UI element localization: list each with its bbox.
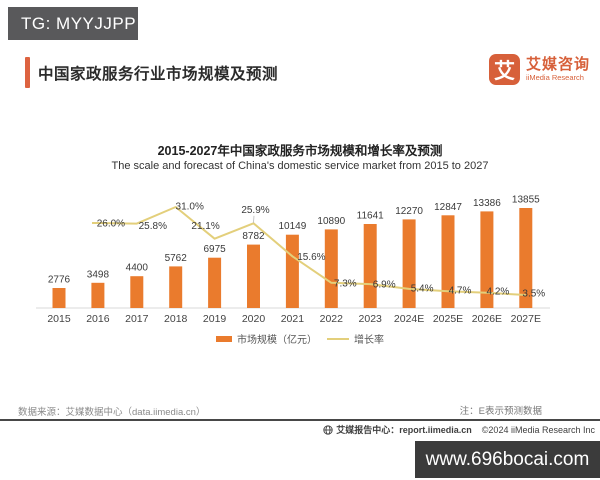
- x-tick-2019: 2019: [203, 313, 227, 325]
- bar-value-label-2022: 10890: [317, 216, 345, 227]
- telegram-watermark-badge: TG: MYYJJPP: [8, 7, 138, 40]
- growth-rate-label-2023: 6.9%: [373, 280, 396, 291]
- bar-value-label-2021: 10149: [278, 221, 306, 232]
- chart-title: 2015-2027年中国家政服务市场规模和增长率及预测: [157, 144, 443, 158]
- x-tick-2018: 2018: [164, 313, 188, 325]
- bar-2016: [91, 282, 105, 308]
- bar-2024E: [402, 219, 416, 308]
- bar-value-label-2015: 2776: [48, 275, 71, 286]
- label-leader-line: [253, 215, 255, 223]
- x-tick-2017: 2017: [125, 313, 149, 325]
- growth-rate-label-2019: 21.1%: [191, 221, 219, 232]
- bar-series-swatch: [216, 335, 232, 342]
- x-tick-2016: 2016: [86, 313, 110, 325]
- bar-value-label-2026E: 13386: [473, 198, 501, 209]
- bar-value-label-2025E: 12847: [434, 202, 462, 213]
- growth-rate-label-2027E: 3.5%: [522, 289, 545, 300]
- legend-label-growth-rate: 增长率: [354, 335, 384, 346]
- x-tick-2022: 2022: [320, 313, 344, 325]
- bar-value-label-2020: 8782: [242, 231, 265, 242]
- iimedia-logo: 艾 艾媒咨询 iiMedia Research: [488, 54, 590, 85]
- bar-2017: [130, 276, 144, 308]
- x-tick-2024E: 2024E: [394, 313, 424, 325]
- x-tick-2026E: 2026E: [472, 313, 502, 325]
- footer-divider: [0, 419, 600, 421]
- legend-item-market-scale: 市场规模（亿元）: [216, 331, 317, 346]
- brand-name-en: iiMedia Research: [525, 72, 584, 82]
- globe-icon: [323, 424, 333, 435]
- growth-rate-label-2022: 7.3%: [334, 278, 357, 289]
- bar-2015: [52, 288, 66, 308]
- bar-2021: [285, 234, 299, 308]
- forecast-note: 注：E表示预测数据: [459, 406, 542, 417]
- bar-value-label-2017: 4400: [126, 263, 149, 274]
- footer-report-line: 艾媒报告中心：report.iimedia.cn ©2024 iiMedia R…: [323, 423, 595, 436]
- growth-rate-line: [92, 206, 526, 296]
- line-series-swatch: [327, 337, 349, 340]
- copyright-text: ©2024 iiMedia Research Inc: [481, 424, 595, 435]
- growth-rate-label-2026E: 4.2%: [487, 286, 510, 297]
- x-tick-2023: 2023: [359, 313, 383, 325]
- chart-subtitle: The scale and forecast of China's domest…: [111, 160, 489, 172]
- growth-rate-label-2025E: 4.7%: [449, 286, 472, 297]
- growth-rate-label-2024E: 5.4%: [411, 283, 434, 294]
- report-center-text: 艾媒报告中心：report.iimedia.cn: [336, 425, 472, 435]
- chart-legend: 市场规模（亿元） 增长率: [0, 331, 600, 346]
- brand-name-cn: 艾媒咨询: [525, 56, 590, 74]
- x-tick-2021: 2021: [281, 313, 305, 325]
- website-watermark: www.696bocai.com: [415, 441, 600, 478]
- growth-rate-label-2020: 25.9%: [241, 205, 269, 216]
- bar-value-label-2018: 5762: [165, 253, 188, 264]
- x-tick-2027E: 2027E: [511, 313, 541, 325]
- x-tick-2020: 2020: [242, 313, 266, 325]
- report-center-item: 艾媒报告中心：report.iimedia.cn: [323, 423, 472, 436]
- x-tick-2015: 2015: [47, 313, 71, 325]
- title-accent-bar: [25, 57, 30, 88]
- bar-2027E: [519, 208, 533, 308]
- bar-value-label-2027E: 13855: [512, 195, 540, 206]
- iimedia-logo-text: 艾媒咨询 iiMedia Research: [526, 57, 590, 82]
- market-scale-chart: 2776 2015 3498 2016 4400 2017 5762 2018 6975 2019…: [36, 195, 550, 325]
- bar-value-label-2024E: 12270: [395, 206, 423, 217]
- bar-value-label-2016: 3498: [87, 269, 110, 280]
- x-tick-2025E: 2025E: [433, 313, 463, 325]
- bar-2019: [208, 257, 222, 308]
- growth-rate-label-2021: 15.6%: [297, 252, 325, 263]
- bar-2026E: [480, 211, 494, 308]
- growth-rate-label-2017: 25.8%: [139, 221, 167, 232]
- bar-value-label-2023: 11641: [357, 211, 385, 222]
- growth-rate-label-2016: 26.0%: [97, 219, 125, 230]
- bar-value-label-2019: 6975: [203, 244, 226, 255]
- bar-2023: [363, 224, 377, 308]
- legend-label-market-scale: 市场规模（亿元）: [237, 335, 317, 346]
- growth-rate-label-2018: 31.0%: [176, 202, 204, 213]
- bar-2020: [247, 244, 260, 308]
- legend-item-growth-rate: 增长率: [327, 331, 384, 346]
- bar-2025E: [441, 215, 455, 308]
- bar-2018: [169, 266, 183, 308]
- telegram-watermark-text: TG: MYYJJPP: [21, 13, 137, 33]
- website-watermark-text: www.696bocai.com: [425, 448, 590, 470]
- data-source-note: 数据来源：艾媒数据中心（data.iimedia.cn）: [18, 407, 206, 418]
- page-title: 中国家政服务行业市场规模及预测: [38, 66, 279, 83]
- bar-2022: [324, 229, 338, 308]
- iimedia-logo-icon: 艾: [488, 54, 520, 85]
